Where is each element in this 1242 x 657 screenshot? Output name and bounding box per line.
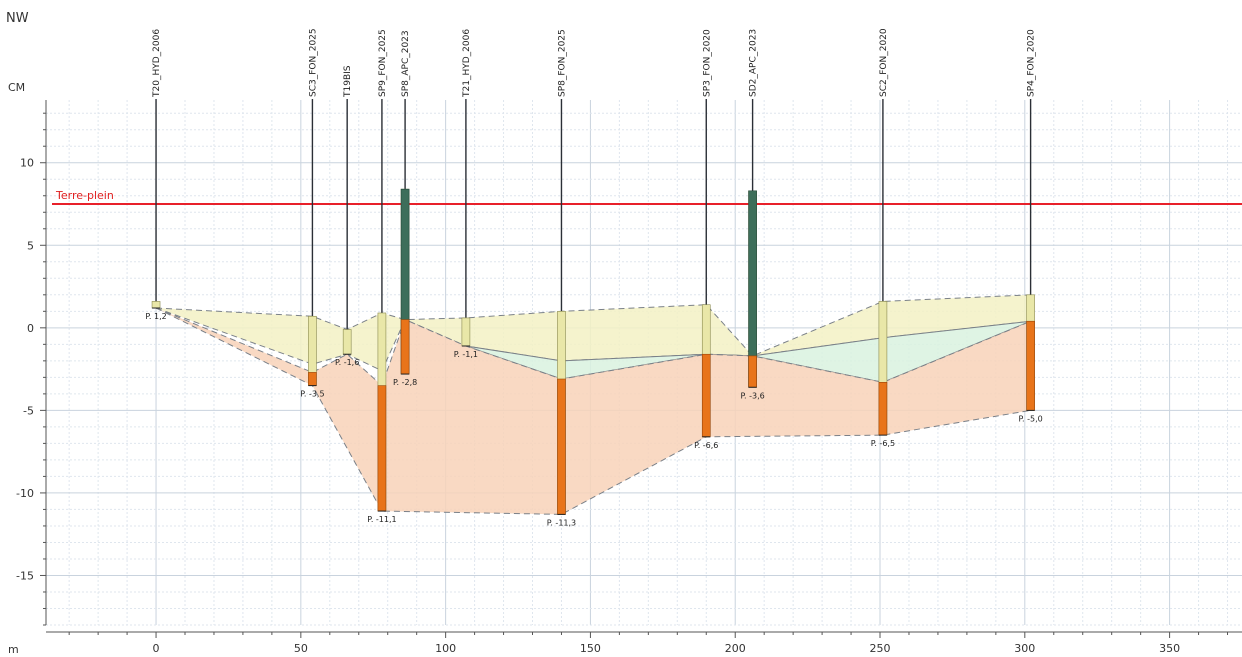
- y-tick-label: -5: [23, 404, 34, 417]
- borehole-segment: [377, 385, 387, 512]
- borehole-name: T19BIS: [343, 65, 353, 98]
- borehole: T19BIS P. -1,6: [335, 65, 359, 367]
- x-tick-label: 350: [1159, 642, 1180, 655]
- borehole-segment: [701, 353, 711, 438]
- layer-boundary-top: [156, 294, 1031, 357]
- borehole: T20_HYD_2006 P. 1,2: [145, 29, 166, 321]
- borehole-name: SP9_FON_2025: [378, 29, 388, 97]
- borehole: T21_HYD_2006 P. -1,1: [454, 29, 478, 359]
- boreholes: T20_HYD_2006 P. 1,2 SC3_FON_2025 P. -3,5 T19…: [145, 28, 1042, 527]
- y-tick-label: -10: [16, 487, 34, 500]
- borehole: SC3_FON_2025 P. -3,5: [300, 28, 324, 398]
- borehole-depth-label: P. -1,6: [335, 358, 359, 367]
- grid: [46, 100, 1242, 626]
- borehole-column: [461, 317, 471, 347]
- borehole-depth-label: P. -11,3: [547, 518, 576, 527]
- borehole-depth-label: P. -1,1: [454, 350, 478, 359]
- borehole-column: [151, 301, 161, 309]
- borehole-name: T20_HYD_2006: [152, 29, 162, 98]
- x-tick-label: 250: [870, 642, 891, 655]
- borehole: SP8_FON_2025 P. -11,3: [547, 29, 576, 527]
- borehole-depth-label: P. -6,6: [694, 441, 718, 450]
- y-tick-label: 10: [20, 157, 34, 170]
- borehole: SD2_APC_2023 P. -3,6: [740, 29, 764, 400]
- x-tick-label: 300: [1014, 642, 1035, 655]
- borehole-name: SC3_FON_2025: [308, 28, 318, 97]
- x-tick-label: 200: [725, 642, 746, 655]
- y-tick-label: -15: [16, 569, 34, 582]
- corner-label: NW: [6, 11, 29, 26]
- borehole-name: SP4_FON_2020: [1027, 29, 1037, 97]
- y-axis-label: CM: [8, 81, 25, 94]
- borehole-depth-label: P. 1,2: [145, 312, 166, 321]
- layer-deep: [156, 308, 1031, 515]
- layer-intermediate: [465, 321, 1031, 383]
- borehole: SP3_FON_2020 P. -6,6: [694, 29, 718, 450]
- borehole: SP9_FON_2025 P. -11,1: [367, 29, 396, 524]
- x-tick-label: 150: [580, 642, 601, 655]
- y-tick-label: 0: [27, 322, 34, 335]
- borehole: SP8_APC_2023 P. -2,8: [393, 30, 417, 387]
- borehole-column: [342, 329, 352, 355]
- x-tick-label: 0: [153, 642, 160, 655]
- borehole-name: SP8_APC_2023: [401, 30, 411, 97]
- borehole-name: SP3_FON_2020: [702, 29, 712, 97]
- borehole-depth-label: P. -2,8: [393, 378, 417, 387]
- borehole-segment: [557, 378, 566, 515]
- borehole: SC2_FON_2020 P. -6,5: [871, 28, 895, 448]
- borehole-depth-label: P. -3,5: [300, 390, 324, 399]
- borehole-depth-label: P. -11,1: [367, 515, 396, 524]
- layer-surface: [156, 294, 1031, 371]
- borehole: SP4_FON_2020 P. -5,0: [1018, 29, 1042, 423]
- borehole-name: SD2_APC_2023: [749, 29, 759, 97]
- borehole-depth-label: P. -3,6: [740, 391, 764, 400]
- terre-plein-label: Terre-plein: [55, 189, 114, 202]
- borehole-name: SP8_FON_2025: [557, 29, 567, 97]
- x-tick-label: 50: [294, 642, 308, 655]
- borehole-depth-label: P. -5,0: [1018, 414, 1042, 423]
- x-tick-label: 100: [435, 642, 456, 655]
- borehole-segment: [308, 372, 317, 386]
- reference-line: Terre-plein: [52, 189, 1242, 206]
- borehole-segment: [400, 319, 410, 375]
- borehole-name: SC2_FON_2020: [879, 28, 889, 97]
- borehole-depth-label: P. -6,5: [871, 439, 895, 448]
- borehole-segment: [748, 355, 757, 388]
- y-tick-label: 5: [27, 239, 34, 252]
- borehole-segment: [878, 382, 888, 436]
- borehole-name: T21_HYD_2006: [462, 29, 472, 98]
- soil-layers: [155, 294, 1031, 515]
- borehole-segment: [1026, 320, 1035, 411]
- x-axis-label: m: [8, 643, 19, 656]
